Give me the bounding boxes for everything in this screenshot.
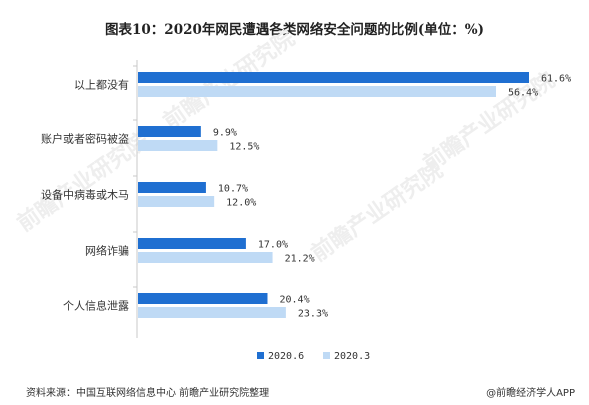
category-label: 网络诈骗 <box>85 244 129 258</box>
legend: 2020.6 2020.3 <box>257 351 370 362</box>
source-note: 资料来源：中国互联网络信息中心 前瞻产业研究院整理 <box>26 388 270 399</box>
data-label: 21.2% <box>285 254 315 265</box>
bar-2020-6 <box>138 72 529 83</box>
legend-swatch <box>323 352 330 359</box>
data-label: 61.6% <box>541 74 571 85</box>
data-label: 12.0% <box>226 198 256 209</box>
bar-2020-3 <box>138 196 215 207</box>
legend-label: 2020.3 <box>334 351 370 362</box>
bar-2020-6 <box>138 238 246 249</box>
bar-chart: 前瞻产业研究院前瞻产业研究院前瞻产业研究院前瞻产业研究院 以上都没有 61.6%5… <box>13 25 572 362</box>
legend-label: 2020.6 <box>268 351 304 362</box>
data-label: 23.3% <box>298 309 328 320</box>
category-label: 以上都没有 <box>74 78 129 92</box>
category-label: 个人信息泄露 <box>63 299 129 313</box>
data-label: 20.4% <box>279 295 309 306</box>
category-label: 账户或者密码被盗 <box>41 132 129 146</box>
bar-2020-3 <box>138 307 286 318</box>
data-label: 12.5% <box>229 142 259 153</box>
watermark-text: 前瞻产业研究院 <box>419 67 560 177</box>
bars-group <box>133 65 529 318</box>
labels-group: 以上都没有 61.6%56.4% 账户或者密码被盗 9.9% 12.5% 设备中病毒或木马… <box>41 74 571 320</box>
bar-2020-6 <box>138 293 268 304</box>
bar-2020-6 <box>138 126 201 137</box>
bar-2020-3 <box>138 252 273 263</box>
data-label: 56.4% <box>508 88 538 99</box>
data-label: 10.7% <box>218 184 248 195</box>
credit-note: @前瞻经济学人APP <box>486 388 575 399</box>
watermark-group: 前瞻产业研究院前瞻产业研究院前瞻产业研究院前瞻产业研究院 <box>13 25 560 267</box>
bar-2020-3 <box>138 86 496 97</box>
bar-2020-6 <box>138 182 206 193</box>
watermark-text: 前瞻产业研究院 <box>307 157 448 267</box>
bar-2020-3 <box>138 140 218 151</box>
data-label: 17.0% <box>258 240 288 251</box>
data-label: 9.9% <box>213 128 237 139</box>
legend-swatch <box>257 352 264 359</box>
chart-title: 图表10：2020年网民遭遇各类网络安全问题的比例(单位：%) <box>105 22 484 38</box>
category-label: 设备中病毒或木马 <box>41 188 129 202</box>
